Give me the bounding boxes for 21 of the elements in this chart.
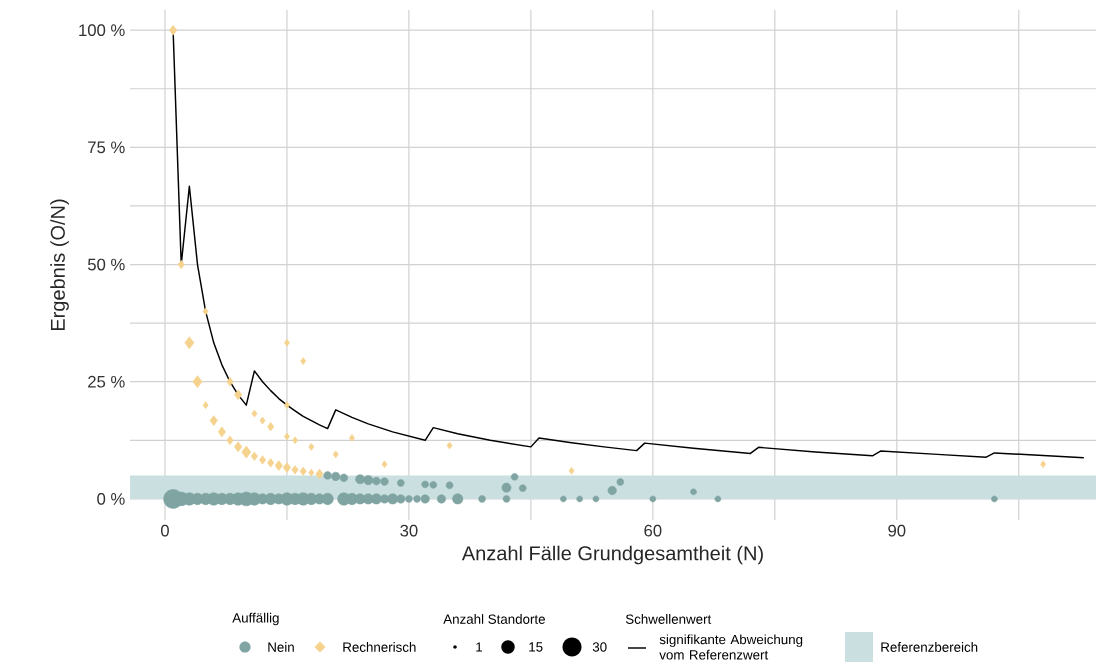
y-tick-label: 100 % xyxy=(79,24,125,37)
x-tick-label: 0 xyxy=(160,524,169,537)
x-tick-label: 30 xyxy=(400,524,418,537)
x-axis-title: Anzahl Fälle Grundgesamtheit (N) xyxy=(461,545,763,565)
x-tick-label: 60 xyxy=(644,524,662,537)
legend-label: Referenzbereich xyxy=(881,642,978,652)
legend-label: signifikante Abweichung vom Referenzwert xyxy=(659,634,803,660)
legend-label: 1 xyxy=(476,642,483,652)
y-axis-title: Ergebnis (O/N) xyxy=(50,199,69,331)
text: Anzahl Standorte xyxy=(443,614,545,624)
legend-label: 15 xyxy=(529,642,543,652)
legend-label: Rechnerisch xyxy=(343,642,416,652)
legend-label: 30 xyxy=(592,642,607,652)
y-tick-label: 25 % xyxy=(88,375,125,388)
legend-label: Nein xyxy=(268,642,294,652)
y-tick-label: 75 % xyxy=(88,141,125,154)
text: Schwellenwert xyxy=(625,614,712,624)
legend-title: Auffällig xyxy=(232,612,279,626)
y-tick-label: 50 % xyxy=(87,258,125,271)
x-tick-label: 90 xyxy=(888,524,906,537)
y-tick-label: 0 % xyxy=(97,493,125,505)
